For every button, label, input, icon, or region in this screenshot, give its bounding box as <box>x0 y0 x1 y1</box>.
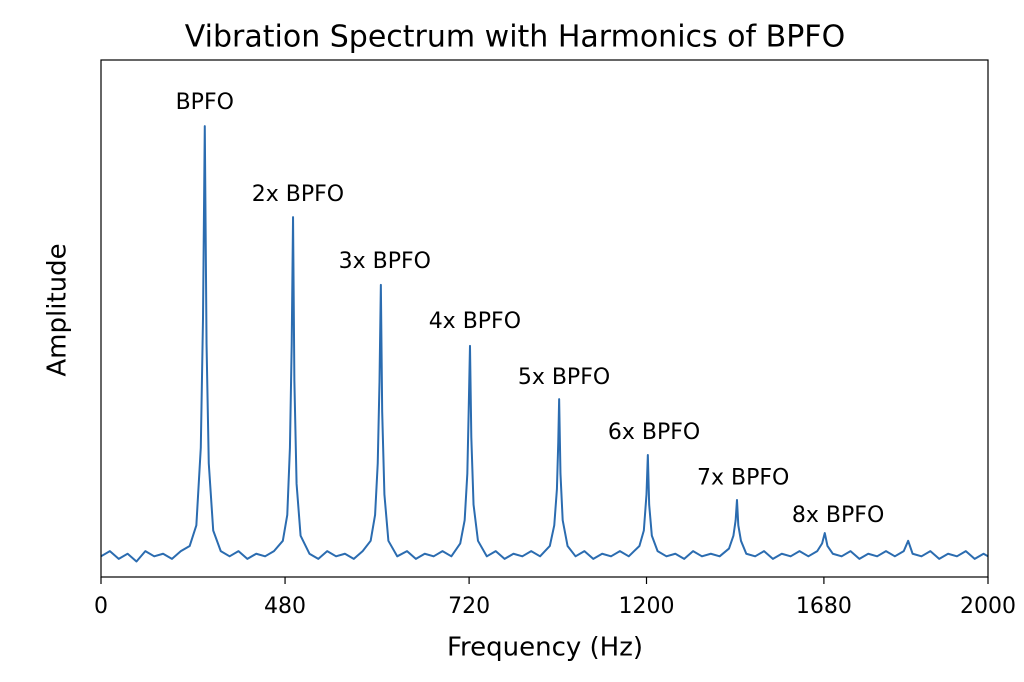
peak-annotation: BPFO <box>176 90 234 115</box>
x-tick-label: 1200 <box>619 594 675 619</box>
chart-title: Vibration Spectrum with Harmonics of BPF… <box>185 20 845 55</box>
peak-annotation: 4x BPFO <box>429 309 521 334</box>
peak-annotation: 7x BPFO <box>697 465 789 490</box>
plot-frame <box>100 59 989 578</box>
peak-annotation: 6x BPFO <box>608 420 700 445</box>
peak-annotation: 3x BPFO <box>339 249 431 274</box>
spectrum-line <box>100 125 989 563</box>
peak-annotation: 2x BPFO <box>252 182 344 207</box>
x-tick-label: 720 <box>448 594 490 619</box>
x-tick-label: 0 <box>94 594 108 619</box>
x-axis-label: Frequency (Hz) <box>447 633 643 663</box>
x-tick-label: 1680 <box>796 594 852 619</box>
x-tick-label: 480 <box>264 594 306 619</box>
peak-annotation: 5x BPFO <box>518 365 610 390</box>
y-axis-label: Amplitude <box>43 243 73 376</box>
peak-annotation: 8x BPFO <box>792 503 884 528</box>
x-tick-label: 2000 <box>960 594 1016 619</box>
